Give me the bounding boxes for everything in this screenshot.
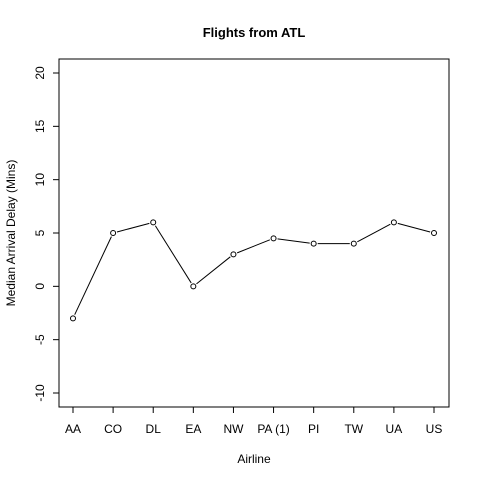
series-line-segment: [196, 256, 231, 285]
y-tick-label: -5: [33, 334, 47, 345]
data-point: [350, 240, 357, 247]
data-point: [190, 283, 197, 290]
series-line-segment: [116, 222, 150, 233]
x-tick-label: DL: [146, 422, 162, 436]
data-point: [150, 219, 157, 226]
data-point: [70, 315, 76, 322]
y-tick-label: 0: [33, 283, 47, 290]
data-point: [230, 251, 237, 258]
x-tick-label: US: [426, 422, 443, 436]
data-point: [270, 235, 277, 242]
chart-title: Flights from ATL: [203, 25, 306, 40]
data-point: [310, 240, 317, 247]
data-point: [110, 230, 117, 236]
x-tick-label: TW: [344, 422, 363, 436]
y-tick-label: 15: [33, 119, 47, 133]
x-tick-label: PI: [308, 422, 319, 436]
data-point: [431, 230, 437, 236]
x-tick-label: EA: [185, 422, 201, 436]
series-line-segment: [74, 236, 112, 315]
x-tick-label: UA: [386, 422, 403, 436]
x-tick-label: NW: [223, 422, 244, 436]
series-layer: [70, 219, 437, 322]
series-line-segment: [236, 239, 271, 254]
x-axis-label: Airline: [237, 452, 271, 466]
x-tick-label: CO: [104, 422, 122, 436]
series-line-segment: [397, 222, 431, 233]
y-tick-label: 5: [33, 229, 47, 236]
x-axis: AA CO DL EA NW PA (1) PI TW UA US: [65, 406, 443, 436]
series-line-segment: [277, 238, 310, 244]
data-point: [390, 219, 397, 226]
x-tick-label: AA: [65, 422, 81, 436]
y-tick-label: 10: [33, 173, 47, 187]
y-axis: -10 -5 0 5 10 15 20: [33, 66, 60, 402]
y-tick-label: 20: [33, 66, 47, 80]
y-tick-label: -10: [33, 384, 47, 402]
series-line-segment: [357, 223, 391, 243]
y-axis-label: Median Arrival Delay (Mins): [4, 160, 18, 307]
series-line-segment: [154, 225, 192, 284]
x-tick-label: PA (1): [257, 422, 289, 436]
